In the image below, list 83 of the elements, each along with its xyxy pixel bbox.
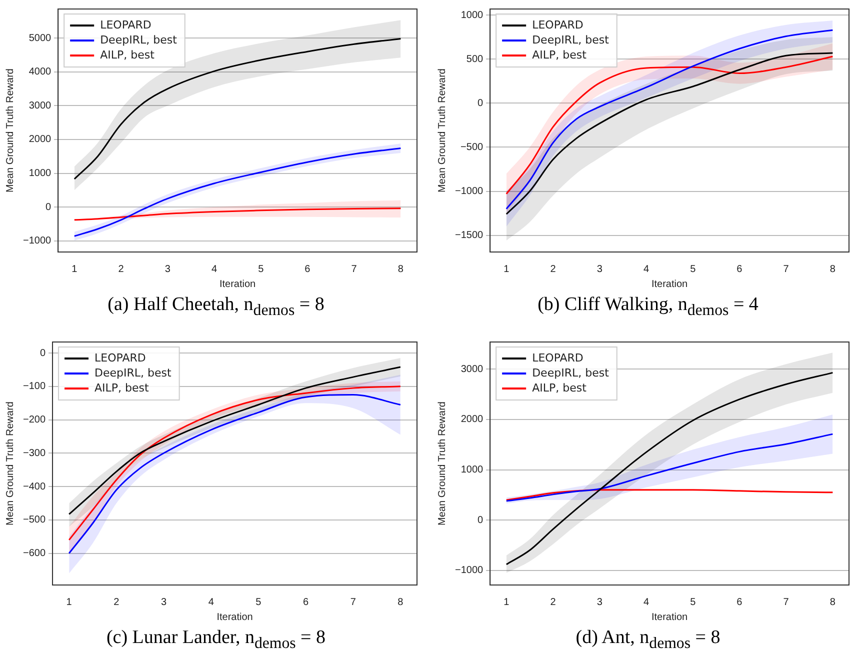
y-tick-label: −1500 [454,230,484,242]
x-tick-label: 1 [504,596,510,608]
x-tick-label: 8 [398,596,404,608]
x-tick-label: 8 [398,264,404,275]
text: (a) Half Cheetah, n$_{demos}$ = 8 [106,293,326,321]
y-axis-title: Mean Ground Truth Reward [436,68,448,192]
line-series [74,208,402,221]
legend-label: AILP, best [94,381,150,394]
y-tick-label: 0 [478,514,484,526]
y-tick-label: 1000 [460,10,484,21]
x-axis-title: Iteration [651,612,688,623]
x-axis-title: Iteration [651,278,688,290]
x-tick-label: 3 [164,264,171,275]
line-series [506,433,834,502]
x-tick-label: 4 [208,596,214,608]
x-tick-label: 7 [351,264,358,275]
x-tick-label: 1 [504,264,510,275]
x-tick-label: 6 [302,596,309,608]
legend-label: AILP, best [532,48,588,62]
legend-label: LEOPARD [532,18,584,32]
legend-label: DeepIRL, best [100,33,178,46]
y-tick-label: −1000 [454,565,484,576]
legend-label: LEOPARD [94,351,146,364]
x-tick-label: 7 [350,596,356,608]
y-tick-label: 2000 [28,134,52,146]
x-tick-label: 3 [596,264,603,275]
y-tick-label: −500 [22,514,46,526]
x-tick-label: 8 [830,596,836,608]
legend-label: LEOPARD [532,351,584,364]
x-tick-label: 4 [211,264,218,275]
legend-label: AILP, best [100,48,156,62]
x-tick-label: 8 [830,264,836,275]
y-tick-label: 2000 [460,414,484,426]
text: (c) Lunar Lander, n$_{demos}$ = 8 [105,626,327,654]
x-tick-label: 7 [783,264,790,275]
text: (b) Cliff Walking, n$_{demos}$ = 4 [536,293,760,321]
legend-label: DeepIRL, best [532,366,610,380]
y-tick-label: 0 [40,348,46,359]
x-tick-label: 2 [118,264,124,275]
x-tick-label: 4 [643,264,650,275]
y-tick-label: −100 [22,381,46,392]
x-tick-label: 6 [736,596,743,608]
y-axis-title: Mean Ground Truth Reward [4,402,16,526]
x-tick-label: 2 [550,596,556,608]
legend-label: AILP, best [532,381,588,394]
x-tick-label: 1 [66,596,72,608]
x-tick-label: 5 [258,264,264,275]
y-tick-label: −200 [22,414,46,426]
x-axis-title: Iteration [219,278,256,290]
x-tick-label: 5 [690,264,696,275]
x-tick-label: 1 [72,264,78,275]
y-tick-label: −300 [22,448,46,459]
y-tick-label: 1000 [460,464,484,476]
legend-label: LEOPARD [100,18,152,32]
y-axis-title: Mean Ground Truth Reward [4,68,16,192]
y-tick-label: −400 [22,481,46,492]
y-tick-label: 3000 [460,364,484,375]
x-tick-label: 3 [160,596,167,608]
x-tick-label: 5 [256,596,262,608]
x-tick-label: 6 [736,264,743,275]
x-tick-label: 3 [596,596,603,608]
y-tick-label: 1000 [28,168,52,180]
y-tick-label: 4000 [28,66,52,78]
y-tick-label: −500 [460,142,484,153]
y-tick-label: 500 [466,54,484,65]
x-tick-label: 5 [690,596,696,608]
legend-label: DeepIRL, best [94,366,172,380]
y-tick-label: 0 [478,98,484,109]
y-tick-label: 3000 [28,100,52,112]
y-tick-label: 5000 [28,32,52,44]
text: (d) Ant, n$_{demos}$ = 8 [574,626,722,654]
x-tick-label: 7 [783,596,790,608]
x-tick-label: 2 [550,264,556,275]
y-tick-label: 0 [46,202,52,213]
y-tick-label: −1000 [22,236,52,247]
y-tick-label: −1000 [454,186,484,197]
y-tick-label: −600 [22,548,46,560]
x-tick-label: 2 [114,596,120,608]
x-tick-label: 6 [304,264,311,275]
x-axis-title: Iteration [216,612,253,623]
x-tick-label: 4 [643,596,650,608]
y-axis-title: Mean Ground Truth Reward [436,402,448,526]
legend-label: DeepIRL, best [532,33,610,46]
